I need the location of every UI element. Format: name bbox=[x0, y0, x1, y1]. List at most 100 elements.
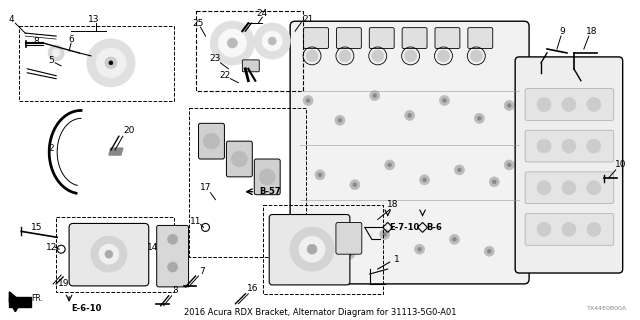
Circle shape bbox=[259, 169, 275, 185]
Text: 23: 23 bbox=[210, 54, 221, 63]
Circle shape bbox=[372, 93, 377, 98]
FancyBboxPatch shape bbox=[525, 130, 614, 162]
FancyBboxPatch shape bbox=[525, 213, 614, 245]
Circle shape bbox=[404, 50, 417, 62]
Circle shape bbox=[385, 160, 395, 170]
Circle shape bbox=[562, 222, 576, 236]
Circle shape bbox=[227, 38, 237, 48]
Circle shape bbox=[458, 168, 461, 172]
Circle shape bbox=[504, 100, 514, 110]
FancyBboxPatch shape bbox=[303, 28, 328, 48]
Circle shape bbox=[422, 178, 426, 182]
Circle shape bbox=[290, 228, 334, 271]
Text: E-7-10: E-7-10 bbox=[390, 223, 420, 232]
Polygon shape bbox=[10, 297, 31, 307]
Circle shape bbox=[408, 113, 412, 117]
Circle shape bbox=[449, 234, 460, 244]
Circle shape bbox=[504, 160, 514, 170]
Circle shape bbox=[442, 99, 447, 102]
Text: 13: 13 bbox=[88, 15, 100, 24]
Circle shape bbox=[168, 234, 178, 244]
Text: 11: 11 bbox=[190, 217, 202, 226]
Circle shape bbox=[537, 181, 551, 195]
Text: TX44E0B00A: TX44E0B00A bbox=[586, 306, 627, 311]
Circle shape bbox=[420, 175, 429, 185]
Circle shape bbox=[492, 180, 496, 184]
Circle shape bbox=[383, 232, 387, 236]
Circle shape bbox=[303, 96, 313, 106]
Text: 2: 2 bbox=[49, 144, 54, 153]
Circle shape bbox=[307, 244, 317, 254]
Text: 22: 22 bbox=[220, 71, 231, 80]
FancyBboxPatch shape bbox=[198, 123, 225, 159]
Text: 18: 18 bbox=[387, 200, 399, 209]
Circle shape bbox=[477, 116, 481, 120]
Circle shape bbox=[587, 139, 601, 153]
Circle shape bbox=[232, 151, 247, 167]
FancyBboxPatch shape bbox=[337, 28, 362, 48]
FancyBboxPatch shape bbox=[435, 28, 460, 48]
Circle shape bbox=[306, 50, 318, 62]
Text: 24: 24 bbox=[257, 9, 268, 18]
Circle shape bbox=[315, 170, 325, 180]
Circle shape bbox=[168, 262, 178, 272]
Text: FR.: FR. bbox=[31, 294, 43, 303]
Circle shape bbox=[440, 96, 449, 106]
Circle shape bbox=[306, 99, 310, 102]
Circle shape bbox=[454, 165, 465, 175]
Circle shape bbox=[587, 181, 601, 195]
Text: 25: 25 bbox=[193, 19, 204, 28]
Bar bbox=[56, 218, 173, 292]
Circle shape bbox=[318, 173, 322, 177]
Text: 1: 1 bbox=[394, 255, 399, 264]
Text: 16: 16 bbox=[246, 284, 258, 293]
Circle shape bbox=[404, 110, 415, 120]
Circle shape bbox=[537, 139, 551, 153]
Circle shape bbox=[262, 31, 282, 51]
Circle shape bbox=[52, 49, 60, 57]
Text: 20: 20 bbox=[123, 126, 134, 135]
Circle shape bbox=[310, 234, 320, 244]
Circle shape bbox=[91, 236, 127, 272]
Circle shape bbox=[562, 139, 576, 153]
Text: 3: 3 bbox=[173, 286, 179, 295]
Text: 6: 6 bbox=[68, 35, 74, 44]
Text: 10: 10 bbox=[615, 160, 627, 170]
Circle shape bbox=[99, 244, 119, 264]
Circle shape bbox=[254, 23, 290, 59]
Text: 9: 9 bbox=[559, 27, 565, 36]
FancyBboxPatch shape bbox=[468, 28, 493, 48]
Circle shape bbox=[562, 181, 576, 195]
Text: 14: 14 bbox=[147, 243, 159, 252]
FancyBboxPatch shape bbox=[254, 159, 280, 195]
FancyBboxPatch shape bbox=[515, 57, 623, 273]
Text: 19: 19 bbox=[58, 279, 70, 288]
Circle shape bbox=[105, 57, 117, 69]
Polygon shape bbox=[10, 292, 21, 312]
Circle shape bbox=[105, 250, 113, 258]
Bar bbox=[189, 108, 306, 257]
Circle shape bbox=[348, 252, 352, 256]
Text: B-57: B-57 bbox=[259, 187, 281, 196]
Text: 7: 7 bbox=[200, 267, 205, 276]
Circle shape bbox=[489, 177, 499, 187]
Circle shape bbox=[372, 50, 384, 62]
Circle shape bbox=[218, 29, 246, 57]
Circle shape bbox=[415, 244, 424, 254]
Circle shape bbox=[48, 45, 64, 61]
Text: B-6: B-6 bbox=[427, 223, 442, 232]
FancyBboxPatch shape bbox=[269, 214, 350, 285]
Circle shape bbox=[452, 237, 456, 241]
Text: 21: 21 bbox=[302, 15, 314, 24]
FancyBboxPatch shape bbox=[69, 223, 148, 286]
Circle shape bbox=[87, 39, 135, 87]
Circle shape bbox=[338, 118, 342, 122]
Bar bbox=[19, 26, 173, 100]
Circle shape bbox=[438, 50, 449, 62]
Circle shape bbox=[487, 249, 492, 253]
Polygon shape bbox=[109, 148, 123, 155]
Text: 8: 8 bbox=[33, 36, 39, 45]
Text: E-6-10: E-6-10 bbox=[71, 304, 101, 313]
FancyBboxPatch shape bbox=[243, 60, 259, 72]
FancyBboxPatch shape bbox=[402, 28, 427, 48]
